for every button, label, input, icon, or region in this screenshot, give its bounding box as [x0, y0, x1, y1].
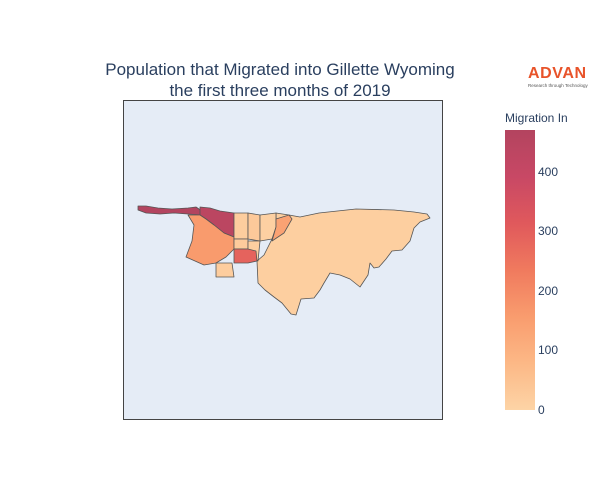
region-east-main[interactable]	[256, 208, 431, 316]
colorbar-gradient	[505, 130, 535, 410]
choropleth-map	[137, 205, 431, 316]
region-central-south[interactable]	[233, 248, 258, 264]
region-southwest-small[interactable]	[215, 262, 235, 278]
colorbar-title: Migration In	[505, 111, 568, 125]
map-area[interactable]	[123, 100, 443, 420]
chart-title-line-1: Population that Migrated into Gillette W…	[105, 60, 455, 79]
chart-title: Population that Migrated into Gillette W…	[40, 59, 520, 101]
colorbar-tick-label: 100	[538, 343, 559, 358]
region-northeast-small[interactable]	[271, 214, 293, 242]
logo-wordmark: ADVAN	[528, 65, 587, 82]
advan-logo: ADVAN Research through Technology	[528, 66, 594, 89]
region-northwest-strip[interactable]	[137, 205, 203, 216]
colorbar-tick-label: 0	[538, 403, 545, 417]
colorbar-tick-label: 300	[538, 224, 559, 239]
region-north-small-b[interactable]	[247, 212, 261, 242]
colorbar-tick-label: 400	[538, 164, 559, 179]
region-center-a[interactable]	[233, 238, 249, 250]
chart-title-line-2: the first three months of 2019	[169, 81, 391, 100]
colorbar-tick-label: 200	[538, 283, 559, 298]
colorbar	[505, 130, 535, 410]
region-north-small-a[interactable]	[233, 212, 249, 240]
logo-tagline: Research through Technology	[528, 83, 588, 88]
region-west-block[interactable]	[185, 214, 235, 266]
